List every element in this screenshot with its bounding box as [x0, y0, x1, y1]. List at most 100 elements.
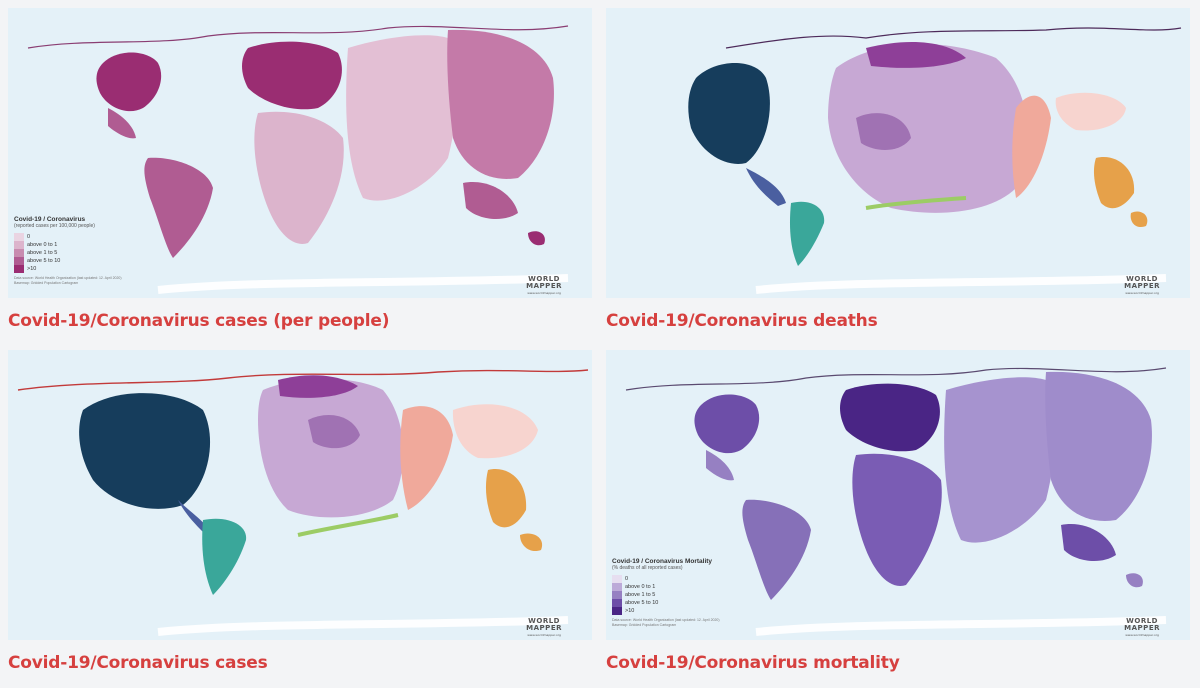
- legend-label: above 5 to 10: [27, 258, 61, 264]
- region-central-america: [178, 500, 208, 532]
- legend-swatch: [14, 233, 24, 241]
- map-caption[interactable]: Covid-19/Coronavirus cases (per people): [8, 311, 390, 331]
- legend-swatch: [612, 607, 622, 615]
- map-caption[interactable]: Covid-19/Coronavirus deaths: [606, 311, 878, 331]
- region-east-asia: [447, 29, 554, 179]
- region-middle-east: [400, 406, 453, 510]
- region-southeast-asia: [1093, 157, 1135, 209]
- legend-entry: >10: [14, 265, 95, 273]
- region-europe-north: [866, 42, 966, 68]
- legend-label: 0: [27, 234, 31, 240]
- legend-entry: >10: [612, 607, 712, 615]
- region-europe: [828, 44, 1028, 213]
- antarctica-outline: [157, 616, 569, 636]
- legend-entry: above 1 to 5: [612, 591, 712, 599]
- legend-subtitle: (% deaths of all reported cases): [612, 565, 683, 571]
- region-europe: [840, 383, 940, 452]
- region-middle-east: [1012, 95, 1051, 198]
- region-southeast-asia: [463, 182, 518, 220]
- region-europe-central: [856, 113, 911, 150]
- antarctica-outline: [755, 616, 1167, 636]
- data-source-note: Data source: World Health Organization (…: [14, 276, 122, 285]
- region-north-america: [694, 394, 760, 454]
- cartogram-cases-per-people: [27, 25, 569, 294]
- region-africa-strip: [865, 196, 967, 210]
- region-east-asia: [452, 404, 538, 459]
- worldmapper-logo: WORLD MAPPER www.worldmapper.org: [1124, 617, 1160, 638]
- legend-title: Covid-19 / Coronavirus: [14, 216, 86, 223]
- region-southeast-asia: [485, 469, 527, 528]
- legend-entry: above 1 to 5: [14, 249, 95, 257]
- legend-entry: above 0 to 1: [14, 241, 95, 249]
- region-oceania: [520, 533, 543, 552]
- region-europe-north: [278, 375, 358, 398]
- arctic-outline: [725, 27, 1182, 49]
- antarctica-outline: [157, 274, 569, 294]
- region-central-america: [706, 450, 734, 481]
- arctic-outline: [625, 367, 1167, 391]
- region-africa: [852, 453, 942, 586]
- legend-label: above 5 to 10: [625, 600, 659, 606]
- region-africa: [254, 111, 344, 244]
- map-caption[interactable]: Covid-19/Coronavirus mortality: [606, 653, 900, 673]
- legend-subtitle: (reported cases per 100,000 people): [14, 223, 95, 229]
- map-image-deaths[interactable]: WORLD MAPPER www.worldmapper.org: [606, 8, 1190, 298]
- region-europe: [242, 41, 342, 110]
- region-south-america: [789, 201, 825, 266]
- region-east-asia: [1055, 92, 1126, 131]
- region-europe: [258, 378, 404, 518]
- arctic-outline: [17, 369, 589, 391]
- region-asia-west: [346, 35, 458, 201]
- region-south-america: [742, 499, 811, 600]
- region-east-asia: [1045, 371, 1152, 521]
- legend-label: above 0 to 1: [625, 584, 656, 590]
- cartogram-mortality: [625, 367, 1167, 636]
- region-north-america: [79, 393, 211, 509]
- legend-title: Covid-19 / Coronavirus Mortality: [612, 558, 713, 565]
- legend-swatch: [612, 575, 622, 583]
- region-oceania: [528, 231, 545, 246]
- region-north-america: [688, 63, 770, 164]
- map-legend: Covid-19 / Coronavirus (reported cases p…: [14, 216, 95, 273]
- legend-swatch: [14, 249, 24, 257]
- legend-label: above 1 to 5: [625, 592, 656, 598]
- region-europe-central: [308, 415, 360, 449]
- region-south-america: [144, 157, 213, 258]
- region-asia-west: [944, 377, 1056, 543]
- map-image-cases-per-people[interactable]: Covid-19 / Coronavirus (reported cases p…: [8, 8, 592, 298]
- legend-label: >10: [27, 266, 37, 272]
- worldmapper-logo: WORLD MAPPER www.worldmapper.org: [1124, 275, 1160, 296]
- map-image-cases[interactable]: WORLD MAPPER www.worldmapper.org: [8, 350, 592, 640]
- legend-label: >10: [625, 608, 635, 614]
- arctic-outline: [27, 25, 569, 49]
- legend-swatch: [14, 257, 24, 265]
- region-north-america: [96, 52, 162, 112]
- region-central-america: [746, 168, 786, 206]
- antarctica-outline: [755, 274, 1167, 294]
- legend-entry: above 5 to 10: [14, 257, 95, 265]
- region-central-america: [108, 108, 136, 139]
- cartogram-deaths: [688, 27, 1182, 294]
- region-oceania: [1130, 211, 1148, 228]
- cartogram-cases: [17, 369, 589, 636]
- legend-swatch: [612, 591, 622, 599]
- legend-swatch: [14, 265, 24, 273]
- legend-label: above 1 to 5: [27, 250, 58, 256]
- region-southeast-asia: [1061, 524, 1116, 562]
- region-africa-strip: [297, 513, 399, 537]
- legend-label: 0: [625, 576, 629, 582]
- map-legend: Covid-19 / Coronavirus Mortality (% deat…: [612, 558, 712, 615]
- legend-swatch: [14, 241, 24, 249]
- region-south-america: [202, 518, 247, 595]
- map-caption[interactable]: Covid-19/Coronavirus cases: [8, 653, 268, 673]
- data-source-note: Data source: World Health Organization (…: [612, 618, 720, 627]
- map-image-mortality[interactable]: Covid-19 / Coronavirus Mortality (% deat…: [606, 350, 1190, 640]
- legend-entry: above 0 to 1: [612, 583, 712, 591]
- legend-entry: 0: [14, 233, 95, 241]
- worldmapper-logo: WORLD MAPPER www.worldmapper.org: [526, 275, 562, 296]
- legend-label: above 0 to 1: [27, 242, 58, 248]
- legend-entry: above 5 to 10: [612, 599, 712, 607]
- worldmapper-logo: WORLD MAPPER www.worldmapper.org: [526, 617, 562, 638]
- legend-swatch: [612, 583, 622, 591]
- legend-swatch: [612, 599, 622, 607]
